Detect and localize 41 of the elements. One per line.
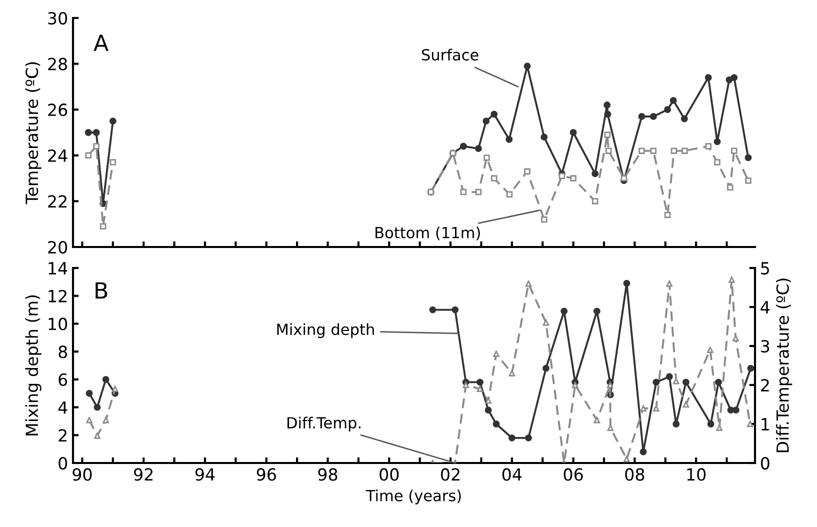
x-axis-title: Time (years) (366, 490, 461, 504)
y-tick-label: 12 (48, 290, 66, 302)
y-tick-label: 30 (48, 12, 68, 25)
y2-tick-label: 5 (761, 262, 770, 275)
y2-axis-title: Diff.Temperature (ºC) (776, 278, 792, 452)
y-tick-label: 22 (48, 195, 66, 208)
y-tick-label: 4 (58, 401, 68, 414)
x-tick-label: 06 (564, 468, 583, 481)
y2-tick-label: 0 (760, 456, 770, 470)
x-tick-label: 92 (134, 468, 153, 481)
y-tick-label: 20 (48, 240, 68, 254)
annotation: Bottom (11m) (376, 226, 480, 240)
annotation: Surface (422, 48, 478, 61)
y-tick-label: 10 (48, 318, 68, 330)
annotation: Diff.Temp. (287, 416, 360, 432)
x-tick-label: 10 (687, 468, 706, 481)
y2-tick-label: 2 (761, 378, 769, 392)
annotation: Mixing depth (277, 323, 374, 338)
y-tick-label: 26 (48, 104, 68, 116)
x-tick-label: 90 (72, 468, 92, 481)
y-tick-label: 2 (58, 429, 66, 442)
x-tick-label: 98 (318, 468, 338, 481)
x-tick-label: 04 (502, 468, 522, 481)
y-axis-title: Temperature (ºC) (25, 62, 42, 204)
y-tick-label: 14 (48, 262, 68, 274)
y-tick-label: 8 (58, 346, 67, 358)
y-tick-label: 0 (58, 456, 68, 470)
annotation: B (96, 282, 108, 299)
y-axis-title: Mixing depth (m) (25, 295, 42, 436)
x-tick-label: 02 (441, 468, 460, 481)
y-tick-label: 6 (58, 373, 68, 386)
x-tick-label: 00 (380, 468, 399, 481)
y-tick-label: 24 (48, 149, 68, 162)
y-tick-label: 28 (48, 58, 67, 70)
y2-tick-label: 3 (761, 340, 770, 353)
x-tick-label: 08 (625, 468, 644, 481)
y2-tick-label: 1 (762, 418, 769, 430)
x-tick-label: 94 (195, 468, 215, 481)
x-tick-label: 96 (256, 468, 276, 481)
annotation: A (94, 34, 108, 51)
y2-tick-label: 4 (760, 301, 770, 314)
